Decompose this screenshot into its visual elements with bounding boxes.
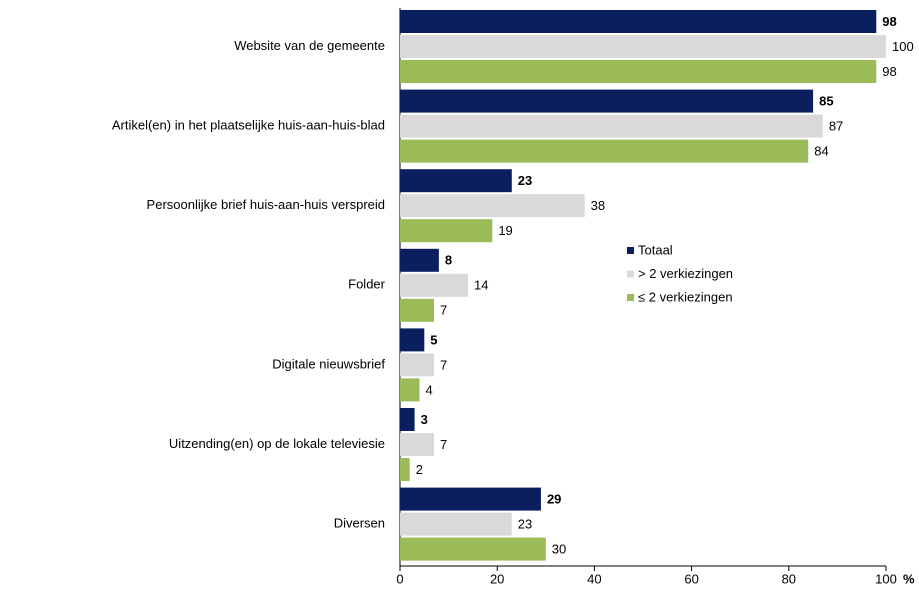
bar [400,408,415,431]
value-label: 38 [591,198,605,213]
bar [400,458,410,481]
bar [400,537,546,561]
value-label: 7 [440,303,447,318]
category-label: Uitzending(en) op de lokale televiesie [169,436,385,451]
category-label: Artikel(en) in het plaatselijke huis-aan… [112,118,385,133]
bar [400,273,469,297]
bar [400,353,435,377]
value-label: 8 [445,253,452,268]
bar [400,219,493,243]
category-label: Persoonlijke brief huis-aan-huis verspre… [147,197,385,212]
value-label: 98 [882,64,896,79]
category-label: Folder [348,277,386,292]
x-tick-label: 100 [875,571,897,586]
value-label: 2 [416,462,423,477]
value-label: 23 [518,173,532,188]
legend-swatch [627,270,634,278]
bar [400,378,420,402]
value-label: 98 [882,14,896,29]
bar [400,433,435,456]
category-label: Website van de gemeente [234,38,385,53]
value-label: 30 [552,542,566,557]
bar [400,139,809,163]
x-tick-label: 60 [684,571,698,586]
value-label: 29 [547,492,561,507]
value-label: 100 [892,39,914,54]
legend-swatch [627,294,634,301]
bar [400,298,435,322]
value-label: 5 [430,332,437,347]
bar [400,487,541,511]
value-label: 84 [814,144,828,159]
bar [400,35,886,58]
value-label: 14 [474,278,488,293]
x-tick-label: 80 [782,571,796,586]
bar [400,328,425,352]
value-label: 85 [819,94,833,109]
value-label: 23 [518,517,532,532]
x-tick-label: 20 [490,571,504,586]
x-tick-label: 0 [396,571,403,586]
bar [400,10,877,33]
value-label: 7 [440,357,447,372]
legend-swatch [627,247,634,254]
bar [400,89,814,113]
value-label: 3 [421,412,428,427]
bar [400,60,877,83]
bar [400,248,439,272]
value-label: 87 [829,119,843,134]
x-axis-unit: % [903,571,915,586]
value-label: 7 [440,437,447,452]
bar [400,114,823,138]
legend-label: Totaal [638,242,673,257]
bar [400,194,585,218]
value-label: 4 [425,382,432,397]
legend-label: > 2 verkiezingen [638,266,733,281]
bar [400,169,512,193]
category-label: Digitale nieuwsbrief [272,356,385,371]
category-label: Diversen [334,516,385,531]
bar [400,512,512,536]
x-tick-label: 40 [587,571,601,586]
value-label: 19 [498,223,512,238]
legend-label: ≤ 2 verkiezingen [638,289,733,304]
